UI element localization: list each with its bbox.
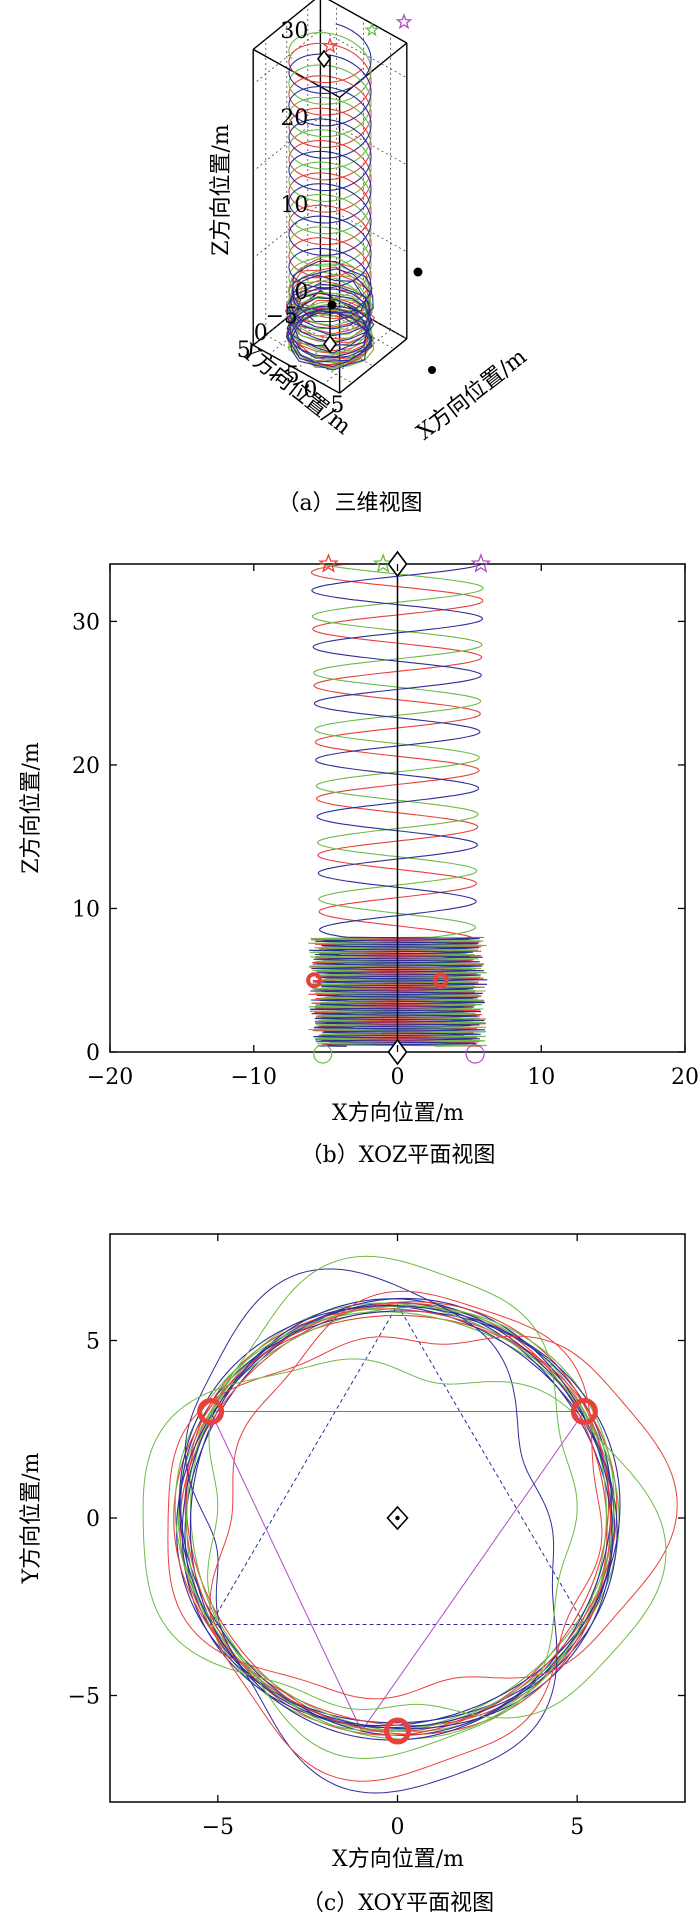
3d-x-axis-label: X方向位置/m bbox=[412, 344, 531, 445]
start-star-green bbox=[364, 22, 380, 37]
xoy-tick-labels: −5 0 5 −5 0 5 bbox=[68, 1234, 685, 1840]
x-tick-label: −10 bbox=[231, 1065, 277, 1090]
start-star bbox=[372, 553, 394, 573]
start-star-purple bbox=[395, 13, 413, 30]
target-dot bbox=[413, 267, 423, 277]
trajectory-xoy-loop bbox=[167, 1335, 678, 1700]
end-circle-green bbox=[313, 1044, 333, 1064]
panel-xoy-view: −5 0 5 −5 0 5 Y方向位置/m X方向位置/m （c）XOY平面视图 bbox=[19, 1233, 686, 1916]
start-star bbox=[470, 553, 492, 573]
x-tick-label: −5 bbox=[202, 1815, 234, 1840]
box-top-edge bbox=[252, 48, 340, 99]
x-tick-label: 0 bbox=[303, 378, 317, 403]
trajectory-xoy-loop bbox=[209, 1290, 603, 1782]
trajectory-xoz-blue bbox=[308, 563, 488, 1047]
y-tick-label: −5 bbox=[68, 1685, 100, 1710]
z-tick-label: 0 bbox=[294, 280, 308, 305]
xoy-markers bbox=[197, 1398, 598, 1745]
formation-triangle-purple bbox=[209, 1411, 586, 1732]
caption-c: （c）XOY平面视图 bbox=[302, 1891, 494, 1916]
xoz-z-axis-label: Z方向位置/m bbox=[19, 742, 44, 874]
xoz-tick-labels: −20 −10 0 10 20 0 10 20 30 bbox=[72, 564, 699, 1090]
z-tick-label: 20 bbox=[72, 754, 100, 779]
end-circle-purple bbox=[465, 1044, 485, 1064]
caption-b: （b）XOZ平面视图 bbox=[301, 1143, 496, 1168]
x-tick-label: 20 bbox=[671, 1065, 699, 1090]
target-dot bbox=[428, 366, 436, 374]
xoz-x-axis-label: X方向位置/m bbox=[332, 1101, 464, 1126]
trajectory-xoy-loop bbox=[184, 1268, 558, 1794]
trajectory-xoy-ring bbox=[186, 1302, 620, 1732]
y-tick-label: 5 bbox=[86, 1330, 100, 1355]
target-circle bbox=[306, 972, 323, 989]
trajectory-xoy-ring bbox=[176, 1297, 614, 1730]
trajectory-3d-blue bbox=[285, 23, 375, 371]
x-tick-label: −20 bbox=[87, 1065, 133, 1090]
trajectory-xoy-ring bbox=[174, 1305, 615, 1740]
z-tick-label: 0 bbox=[86, 1041, 100, 1066]
x-tick-label: 5 bbox=[570, 1815, 584, 1840]
xoy-y-axis-label: Y方向位置/m bbox=[19, 1452, 44, 1584]
trajectory-xoy-ring bbox=[189, 1305, 615, 1727]
x-tick-label: 5 bbox=[330, 393, 344, 418]
formation-triangle-blue bbox=[209, 1304, 586, 1625]
trajectory-xoy-ring bbox=[178, 1305, 621, 1741]
z-tick-label: 30 bbox=[72, 610, 100, 635]
trajectory-xoy-ring bbox=[181, 1298, 618, 1729]
x-tick-label: −5 bbox=[267, 363, 299, 388]
box-top-edge bbox=[327, 0, 408, 44]
target-circle bbox=[432, 972, 449, 989]
trajectory-xoy-loop bbox=[207, 1255, 578, 1760]
z-tick-label: 20 bbox=[280, 106, 308, 131]
box-top-edge bbox=[252, 0, 316, 50]
z-tick-label: 30 bbox=[280, 19, 308, 44]
trajectory-3d-green bbox=[286, 32, 374, 370]
3d-z-axis-label: Z方向位置/m bbox=[209, 124, 234, 256]
x-tick-label: 0 bbox=[391, 1065, 405, 1090]
y-tick-label: 5 bbox=[237, 338, 251, 363]
xoy-trajectories bbox=[142, 1255, 678, 1794]
y-tick-label: −5 bbox=[266, 304, 298, 329]
target-dot bbox=[327, 300, 337, 310]
xoz-trajectories bbox=[308, 563, 488, 1047]
trajectory-xoy-ring bbox=[180, 1310, 612, 1736]
target-circle bbox=[384, 1717, 411, 1745]
box-top-edge bbox=[339, 42, 408, 98]
caption-a: （a）三维视图 bbox=[277, 491, 422, 516]
trajectory-xoy-ring bbox=[177, 1306, 607, 1732]
x-tick-label: 0 bbox=[391, 1815, 405, 1840]
trajectory-xoy-loop bbox=[142, 1358, 667, 1719]
xoy-x-axis-label: X方向位置/m bbox=[332, 1847, 464, 1872]
grid-line-floor bbox=[286, 317, 374, 367]
start-star bbox=[318, 553, 339, 573]
start-star-red bbox=[321, 37, 339, 54]
grid-line-z bbox=[320, 29, 407, 79]
panel-xoz-view: −20 −10 0 10 20 0 10 20 30 Z方向位置/m X方向位置/m （b）XO… bbox=[19, 550, 699, 1168]
grid-line-floor bbox=[265, 334, 353, 384]
trajectory-xoz-red bbox=[308, 563, 487, 1047]
z-tick-label: 10 bbox=[280, 193, 308, 218]
3d-trajectories bbox=[284, 23, 376, 371]
x-tick-label: 10 bbox=[527, 1065, 555, 1090]
target-diamond-bottom bbox=[323, 334, 337, 354]
z-tick-label: 10 bbox=[72, 897, 100, 922]
box-bottom-edge bbox=[339, 338, 408, 394]
target-circle bbox=[570, 1398, 598, 1425]
target-diamond-top bbox=[317, 49, 331, 69]
target-circle bbox=[197, 1398, 225, 1425]
center-dot bbox=[395, 1515, 400, 1521]
y-tick-label: 0 bbox=[254, 321, 268, 346]
y-tick-label: 0 bbox=[86, 1507, 100, 1532]
3d-markers bbox=[317, 13, 436, 374]
